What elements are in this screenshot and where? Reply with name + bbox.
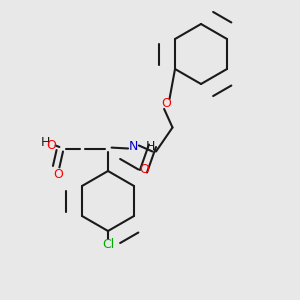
Text: O: O — [46, 139, 56, 152]
Text: O: O — [162, 97, 171, 110]
Text: H: H — [40, 136, 50, 149]
Text: H: H — [145, 140, 155, 154]
Text: Cl: Cl — [102, 238, 114, 251]
Text: O: O — [139, 163, 149, 176]
Text: N: N — [129, 140, 138, 154]
Text: O: O — [54, 167, 63, 181]
